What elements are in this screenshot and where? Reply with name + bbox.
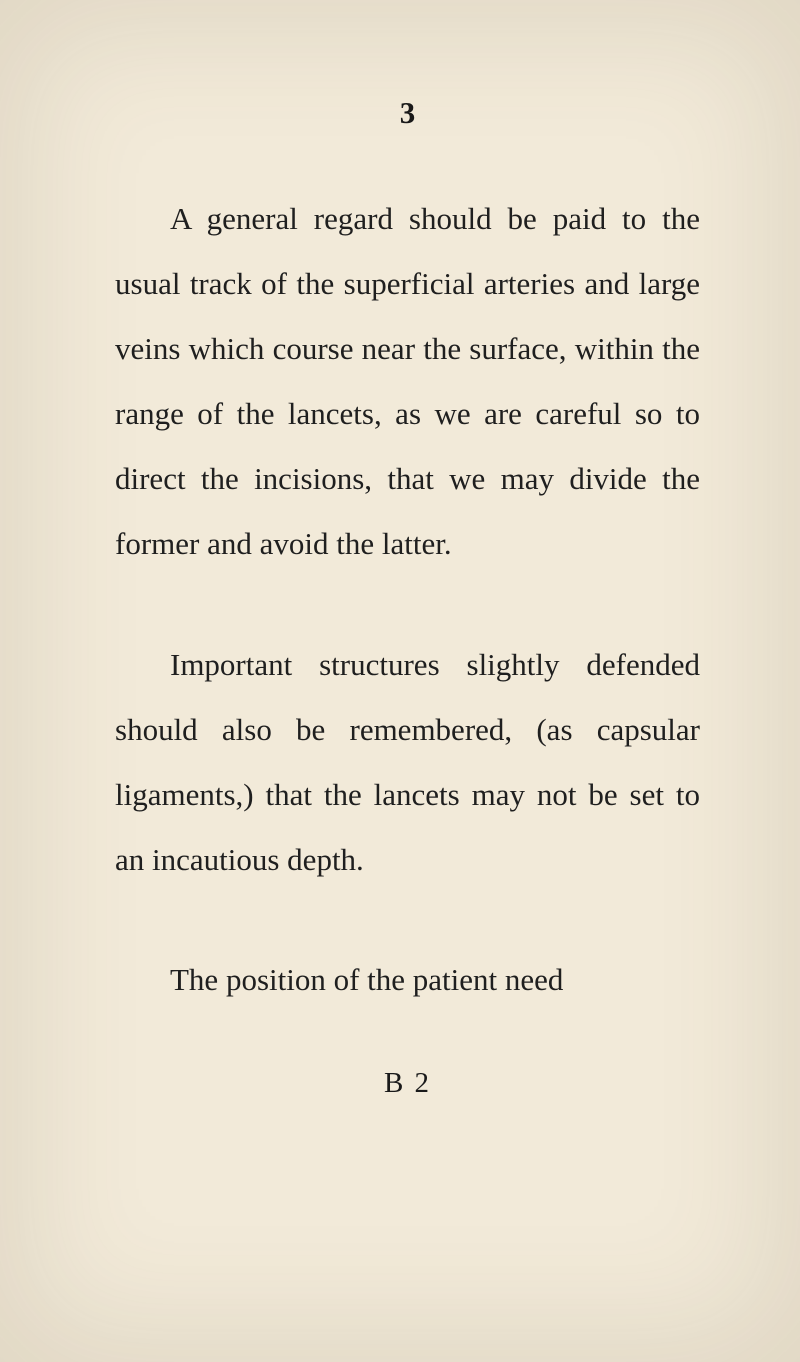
paragraph-1: A general regard should be paid to the u… [115,186,700,577]
book-page: 3 A general regard should be paid to the… [0,0,800,1160]
page-number: 3 [115,95,700,131]
paragraph-2: Important structures slightly de­fended … [115,632,700,892]
paragraph-3: The position of the patient need [115,947,700,1012]
signature-mark: B 2 [115,1067,700,1100]
